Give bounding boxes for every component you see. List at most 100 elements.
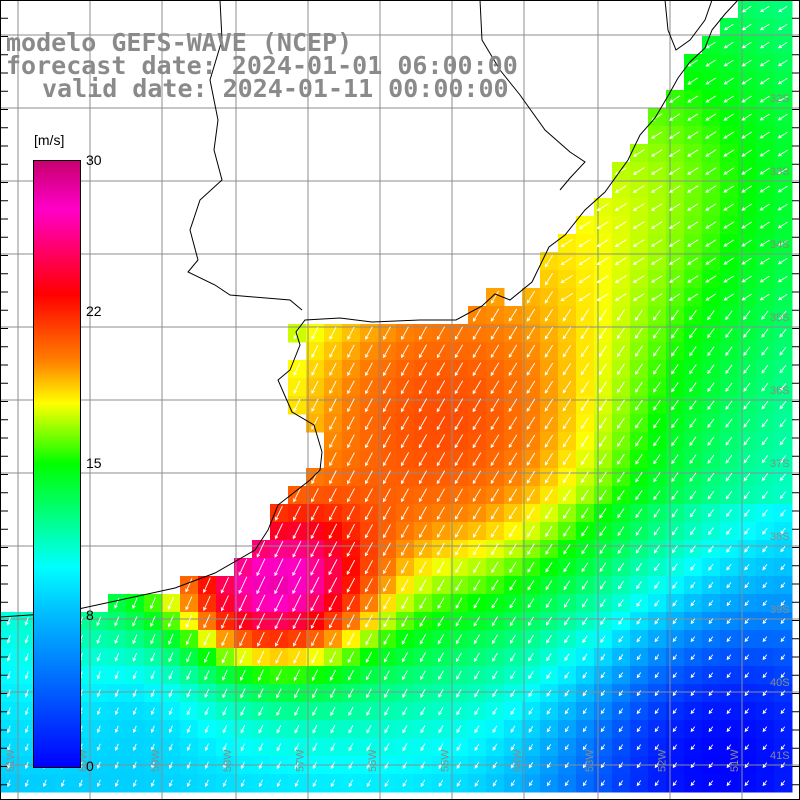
wind-arrow <box>672 762 678 769</box>
wind-arrow <box>546 671 552 680</box>
wind-arrow <box>743 310 751 321</box>
wind-arrow <box>651 149 663 157</box>
wind-arrow <box>204 670 210 681</box>
wind-arrow <box>617 508 625 519</box>
wind-arrow <box>705 41 716 49</box>
wind-arrow <box>687 293 699 301</box>
wind-arrow <box>761 310 769 320</box>
wind-arrow <box>365 596 373 611</box>
wind-arrow <box>311 362 319 376</box>
wind-arrow <box>780 582 786 589</box>
wind-arrow <box>24 743 29 752</box>
wind-arrow <box>490 290 499 304</box>
wind-arrow <box>596 203 609 212</box>
wind-arrow <box>402 670 408 681</box>
wind-arrow <box>221 613 229 629</box>
wind-arrow <box>707 436 715 446</box>
wind-arrow <box>383 326 391 341</box>
wind-arrow <box>276 779 282 788</box>
wind-arrow <box>419 524 427 539</box>
wind-arrow <box>526 398 536 412</box>
wind-arrow <box>654 599 660 607</box>
wind-arrow <box>78 779 83 788</box>
wind-arrow <box>759 239 770 247</box>
colorbar <box>33 160 81 768</box>
wind-arrow <box>42 779 47 788</box>
wind-arrow <box>508 470 518 484</box>
wind-arrow <box>150 707 155 716</box>
wind-arrow <box>578 275 591 284</box>
wind-arrow <box>6 653 11 662</box>
wind-arrow <box>472 398 482 413</box>
wind-arrow <box>328 595 338 612</box>
wind-arrow <box>670 309 679 321</box>
wind-arrow <box>634 327 643 339</box>
wind-arrow <box>725 328 733 339</box>
wind-arrow <box>294 761 300 770</box>
wind-arrow <box>689 509 696 518</box>
wind-arrow <box>474 725 480 734</box>
wind-arrow <box>473 616 481 627</box>
wind-arrow <box>546 780 551 787</box>
coastline-path <box>0 0 739 618</box>
wind-arrow <box>777 185 788 193</box>
wind-arrow <box>687 275 699 283</box>
wind-arrow <box>690 654 696 661</box>
wind-arrow <box>744 600 750 607</box>
wind-arrow <box>600 744 606 751</box>
wind-arrow <box>725 364 733 374</box>
wind-arrow <box>240 761 246 770</box>
wind-arrow <box>687 149 699 157</box>
wind-arrow <box>708 744 714 751</box>
wind-arrow <box>616 381 625 393</box>
wind-arrow <box>598 453 607 465</box>
wind-arrow <box>401 524 409 539</box>
wind-arrow <box>240 688 246 699</box>
wind-arrow <box>364 524 373 539</box>
wind-arrow <box>654 708 660 715</box>
wind-arrow <box>330 688 336 699</box>
wind-arrow <box>618 672 624 679</box>
wind-arrow <box>383 524 391 539</box>
wind-arrow <box>742 5 752 13</box>
wind-arrow <box>472 470 482 485</box>
wind-arrow <box>777 167 788 175</box>
wind-arrow <box>744 708 750 715</box>
wind-arrow <box>777 239 788 247</box>
wind-arrow <box>329 669 336 681</box>
wind-arrow <box>582 780 587 787</box>
wind-arrow <box>744 672 750 679</box>
wind-arrow <box>669 203 681 211</box>
wind-arrow <box>312 779 318 788</box>
lat-label: 40S <box>770 677 790 689</box>
wind-arrow <box>580 417 589 430</box>
wind-arrow <box>293 650 301 664</box>
wind-arrow <box>510 634 516 644</box>
wind-arrow <box>347 380 355 395</box>
wind-arrow <box>490 308 500 322</box>
wind-arrow <box>651 275 663 283</box>
wind-arrow <box>401 652 408 663</box>
wind-arrow <box>654 581 660 589</box>
wind-arrow <box>618 617 624 625</box>
wind-arrow <box>582 762 587 769</box>
wind-arrow <box>599 471 607 483</box>
wind-arrow <box>687 221 699 229</box>
wind-arrow <box>761 419 769 428</box>
wind-arrow <box>672 744 678 751</box>
wind-arrow <box>365 326 373 340</box>
wind-arrow <box>402 779 408 788</box>
wind-arrow <box>779 491 786 500</box>
wind-arrow <box>617 453 625 465</box>
wind-arrow <box>96 634 102 644</box>
wind-arrow <box>366 761 372 770</box>
wind-arrow <box>239 669 246 681</box>
wind-arrow <box>707 310 715 321</box>
wind-arrow <box>6 761 11 770</box>
wind-arrow <box>780 618 786 625</box>
wind-arrow <box>744 509 750 517</box>
wind-arrow <box>132 652 138 662</box>
wind-arrow <box>596 257 609 265</box>
lon-label: 58W <box>222 749 234 772</box>
wind-arrow <box>761 346 769 356</box>
